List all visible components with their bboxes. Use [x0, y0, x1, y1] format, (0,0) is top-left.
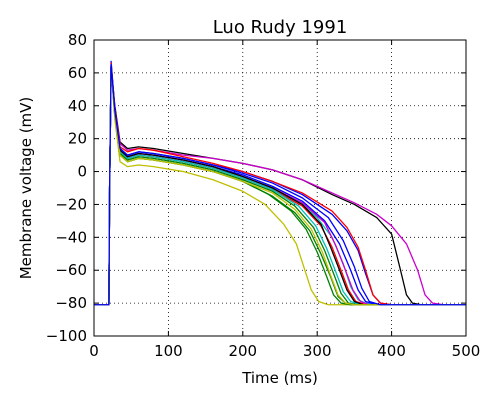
y-tick-label: −100	[46, 327, 87, 345]
x-tick-label: 400	[377, 342, 406, 360]
x-tick-label: 200	[228, 342, 257, 360]
series-line-4	[94, 62, 466, 306]
y-tick-label: −80	[55, 294, 87, 312]
axis-ticks	[93, 39, 467, 337]
y-axis-label: Membrane voltage (mV)	[17, 97, 35, 280]
series-line-11	[94, 65, 466, 306]
grid-lines	[94, 40, 466, 336]
tick-labels: 0 100 200 300 400 500 −100 −80 −60 −40 −20 0 20 40 60 8…	[46, 31, 481, 360]
x-tick-label: 500	[452, 342, 481, 360]
x-tick-label: 0	[89, 342, 99, 360]
y-tick-label: 20	[68, 130, 87, 148]
y-tick-label: 0	[77, 163, 87, 181]
y-tick-label: −60	[55, 261, 87, 279]
x-tick-label: 100	[154, 342, 183, 360]
y-tick-label: 60	[68, 64, 87, 82]
series-line-12	[94, 65, 466, 306]
series-line-1	[94, 65, 466, 306]
plot-series	[94, 60, 466, 306]
series-line-3	[94, 60, 466, 306]
y-tick-label: −20	[55, 195, 87, 213]
y-tick-label: −40	[55, 228, 87, 246]
chart-title: Luo Rudy 1991	[213, 17, 348, 38]
y-tick-label: 40	[68, 97, 87, 115]
series-line-6	[94, 65, 466, 306]
series-line-13	[94, 65, 466, 306]
plot-frame	[93, 39, 467, 337]
x-axis-label: Time (ms)	[241, 369, 318, 387]
y-tick-label: 80	[68, 31, 87, 49]
series-line-16	[94, 64, 466, 306]
x-tick-label: 300	[303, 342, 332, 360]
series-line-9	[94, 65, 466, 306]
